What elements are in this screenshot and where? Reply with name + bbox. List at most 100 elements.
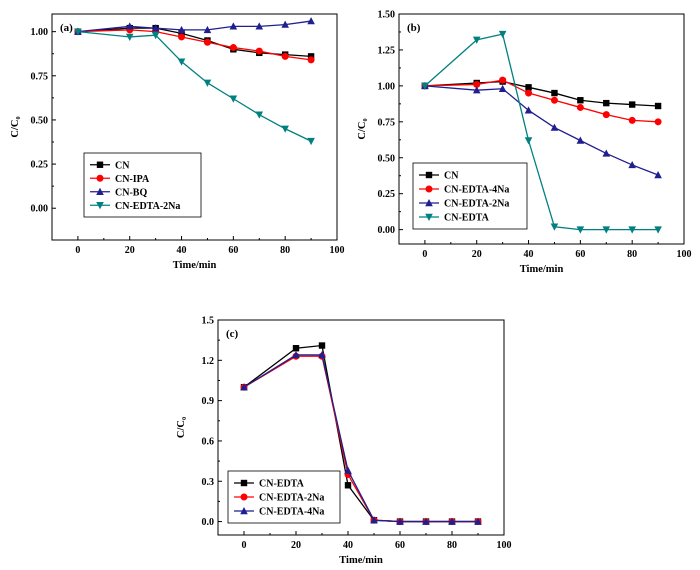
x-tick-label: 20 xyxy=(472,249,482,260)
series-CN-EDTA-2Na xyxy=(74,28,315,146)
data-point xyxy=(281,125,289,133)
legend-label: CN xyxy=(115,160,130,171)
legend: CN CN-IPA CN-BQ CN-EDTA-2Na xyxy=(83,152,202,218)
data-point xyxy=(472,36,481,44)
data-point xyxy=(525,89,533,97)
series-CN xyxy=(421,78,662,110)
series-line xyxy=(424,79,659,123)
data-point xyxy=(421,82,429,90)
y-tick-label: 0.00 xyxy=(378,225,396,236)
x-tick-label: 20 xyxy=(291,540,301,551)
data-point xyxy=(628,116,636,124)
data-point xyxy=(498,30,507,39)
y-tick-label: 0.50 xyxy=(378,153,396,164)
x-tick-label: 100 xyxy=(330,245,345,256)
y-tick-label: 0.9 xyxy=(202,396,215,407)
series-line xyxy=(77,31,312,142)
x-tick-label: 60 xyxy=(575,249,585,260)
x-tick-label: 20 xyxy=(125,245,135,256)
data-point xyxy=(203,25,212,34)
data-point xyxy=(654,171,662,179)
legend-label: CN-EDTA xyxy=(444,213,490,224)
x-tick-label: 0 xyxy=(75,245,80,256)
panel-label: (b) xyxy=(407,22,421,34)
y-tick-label: 0.3 xyxy=(202,477,215,488)
legend-marker xyxy=(96,174,104,182)
data-point xyxy=(151,31,160,40)
data-point xyxy=(370,516,378,524)
legend-label: CN xyxy=(444,171,459,182)
data-point xyxy=(576,226,585,234)
series-CN-EDTA xyxy=(421,30,662,234)
series-line xyxy=(77,27,312,58)
y-tick-label: 1.00 xyxy=(378,81,396,92)
data-point xyxy=(125,33,134,41)
data-point xyxy=(229,44,237,52)
data-point xyxy=(448,517,456,525)
legend-label: CN-BQ xyxy=(115,187,147,198)
data-point xyxy=(524,137,533,145)
data-point xyxy=(281,20,289,28)
x-tick-label: 0 xyxy=(242,540,247,551)
y-axis-label: C/C₀ xyxy=(357,118,368,139)
legend-label: CN-EDTA-4Na xyxy=(444,185,509,196)
data-point xyxy=(344,466,352,474)
x-axis-label: Time/min xyxy=(339,555,383,566)
legend-marker xyxy=(425,213,433,221)
x-tick-label: 40 xyxy=(177,245,187,256)
x-tick-label: 60 xyxy=(228,245,238,256)
data-point xyxy=(498,84,507,92)
legend-marker xyxy=(425,185,433,193)
legend-marker xyxy=(240,507,248,515)
y-tick-label: 0.50 xyxy=(31,115,49,126)
data-point xyxy=(499,76,507,84)
data-point xyxy=(654,118,662,126)
data-point xyxy=(203,79,212,87)
data-point xyxy=(177,25,186,34)
series-CN-BQ xyxy=(74,17,315,35)
x-axis-label: Time/min xyxy=(173,260,217,271)
plot-frame xyxy=(51,13,338,241)
data-point xyxy=(628,101,636,108)
data-point xyxy=(307,53,315,60)
data-point xyxy=(396,517,404,525)
x-tick-label: 40 xyxy=(524,249,534,260)
data-point xyxy=(255,22,264,30)
data-point xyxy=(602,226,611,234)
data-point xyxy=(125,22,134,30)
data-point xyxy=(551,89,558,97)
panel-label: (c) xyxy=(226,328,239,340)
data-point xyxy=(550,96,558,104)
legend-marker xyxy=(96,202,104,210)
data-point xyxy=(628,160,636,169)
data-point xyxy=(151,24,160,32)
series-line xyxy=(424,85,659,176)
x-tick-label: 80 xyxy=(280,245,290,256)
legend-label: CN-EDTA-2Na xyxy=(444,199,509,210)
data-point xyxy=(178,33,186,41)
y-tick-label: 0.75 xyxy=(31,71,49,82)
data-point xyxy=(281,52,289,60)
panel-label: (a) xyxy=(60,22,73,34)
legend: CN-EDTA CN-EDTA-2Na CN-EDTA-4Na xyxy=(227,470,341,524)
legend-label: CN-EDTA-2Na xyxy=(115,201,180,212)
data-point xyxy=(255,47,263,55)
legend-marker xyxy=(96,161,104,168)
data-point xyxy=(576,103,584,111)
data-point xyxy=(602,149,611,157)
x-tick-label: 80 xyxy=(447,540,457,551)
y-tick-label: 0.75 xyxy=(378,117,396,128)
legend-marker xyxy=(425,199,433,207)
x-axis-label: Time/min xyxy=(520,264,564,275)
data-point xyxy=(292,350,300,359)
legend-marker xyxy=(240,479,248,487)
y-tick-label: 1.00 xyxy=(31,27,49,38)
data-point xyxy=(240,383,248,391)
data-point xyxy=(318,350,326,359)
legend-label: CN-IPA xyxy=(115,174,150,185)
y-axis-label: C/C₀ xyxy=(176,417,187,438)
legend-marker xyxy=(240,493,248,501)
series-CN-IPA xyxy=(74,26,315,64)
plot-frame xyxy=(398,13,685,245)
data-point xyxy=(318,342,326,349)
